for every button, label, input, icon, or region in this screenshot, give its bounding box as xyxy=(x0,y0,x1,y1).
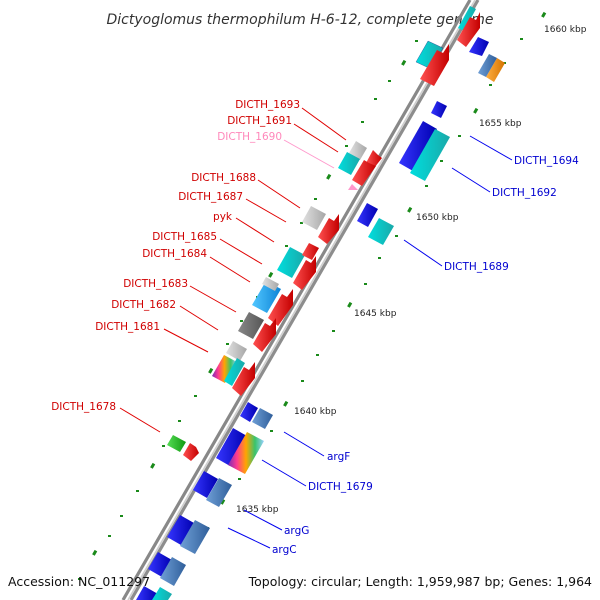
gene-blue-arrow xyxy=(469,37,489,56)
gene-label: pyk xyxy=(213,211,233,223)
gene-blue-arrow xyxy=(357,203,378,227)
tick-label: 1660 kbp xyxy=(544,25,587,35)
gene-steel xyxy=(206,478,232,507)
gene-grey xyxy=(349,141,367,160)
gene-blue-arrow xyxy=(399,121,437,171)
gene-label: argG xyxy=(284,525,309,537)
gene-cyan xyxy=(458,6,476,31)
gene-grey xyxy=(226,341,247,361)
gene-red-arrow xyxy=(318,214,339,244)
gene-cyan xyxy=(368,218,394,245)
gene-cyan xyxy=(410,129,450,181)
gene-cyan xyxy=(277,247,305,278)
gene-label: DICTH_1679 xyxy=(308,481,373,493)
gene-blue-arrow xyxy=(193,471,218,498)
tick-label: 1655 kbp xyxy=(479,119,522,129)
gene-green xyxy=(167,435,186,452)
gene-grey xyxy=(302,206,326,230)
forward-strand-genes xyxy=(167,6,480,461)
genome-backbone xyxy=(121,0,480,600)
gene-red-arrow xyxy=(253,318,276,352)
gene-grey xyxy=(262,277,279,291)
gene-cyan xyxy=(338,152,360,175)
gene-red-arrow xyxy=(352,160,376,186)
gene-label: DICTH_1685 xyxy=(152,231,217,243)
inner-guide-dots xyxy=(78,40,418,580)
gene-label: DICTH_1687 xyxy=(178,191,243,203)
gene-blue-arrow xyxy=(216,428,247,466)
gene-multicolor xyxy=(228,432,264,474)
gene-cyan xyxy=(415,40,444,70)
gene-label: DICTH_1689 xyxy=(444,261,509,273)
gene-dark-grey xyxy=(238,312,264,339)
gene-pink xyxy=(348,184,358,190)
gene-label: DICTH_1684 xyxy=(142,248,207,260)
gene-label: DICTH_1691 xyxy=(227,115,292,127)
gene-cyan xyxy=(224,358,245,386)
gene-cyan xyxy=(152,587,172,600)
gene-label: DICTH_1683 xyxy=(123,278,188,290)
tick-label: 1640 kbp xyxy=(294,407,337,417)
tick-label: 1645 kbp xyxy=(354,309,397,319)
gene-red-arrow xyxy=(302,243,319,260)
gene-steel xyxy=(478,54,497,77)
gene-label: DICTH_1693 xyxy=(235,99,300,111)
gene-red-arrow xyxy=(420,44,449,86)
tick-labels: 1660 kbp 1655 kbp 1650 kbp 1645 kbp 1640… xyxy=(236,25,587,515)
gene-orange xyxy=(486,58,505,82)
gene-red-arrow xyxy=(183,443,199,461)
map-title: Dictyoglomus thermophilum H-6-12, comple… xyxy=(106,12,493,28)
gene-label: DICTH_1694 xyxy=(514,155,579,167)
gene-label: argF xyxy=(327,451,350,463)
left-leader-lines xyxy=(119,107,347,433)
accession-text: Accession: NC_011297 xyxy=(8,574,150,589)
gene-steel xyxy=(252,408,273,429)
gene-label: DICTH_1690 xyxy=(217,131,282,143)
gene-label: DICTH_1681 xyxy=(95,321,160,333)
topology-text: Topology: circular; Length: 1,959,987 bp… xyxy=(248,574,592,589)
gene-red-arrow xyxy=(232,362,255,396)
gene-red-arrow xyxy=(293,256,316,290)
right-gene-labels: DICTH_1694 DICTH_1692 DICTH_1689 argF DI… xyxy=(272,155,579,556)
gene-blue-arrow xyxy=(167,515,194,545)
gene-label: argC xyxy=(272,544,297,556)
gene-blue-arrow xyxy=(431,101,447,118)
gene-label: DICTH_1682 xyxy=(111,299,176,311)
right-leader-lines xyxy=(227,135,513,549)
gene-label: DICTH_1688 xyxy=(191,172,256,184)
left-gene-labels: DICTH_1693 DICTH_1691 DICTH_1690 DICTH_1… xyxy=(51,99,300,413)
reverse-strand-genes xyxy=(136,37,505,600)
gene-steel xyxy=(160,557,186,586)
gene-steel xyxy=(180,520,210,554)
gene-blue-arrow xyxy=(148,552,172,577)
tick-marks xyxy=(175,11,547,578)
gene-red-arrow xyxy=(457,12,480,47)
gene-label: DICTH_1678 xyxy=(51,401,116,413)
gene-red-arrow xyxy=(268,289,293,326)
gene-blue-arrow xyxy=(240,402,258,422)
gene-multicolor xyxy=(212,355,237,383)
gene-blue-arrow xyxy=(136,586,158,600)
tick-label: 1635 kbp xyxy=(236,505,279,515)
gene-label: DICTH_1692 xyxy=(492,187,557,199)
tick-label: 1650 kbp xyxy=(416,213,459,223)
